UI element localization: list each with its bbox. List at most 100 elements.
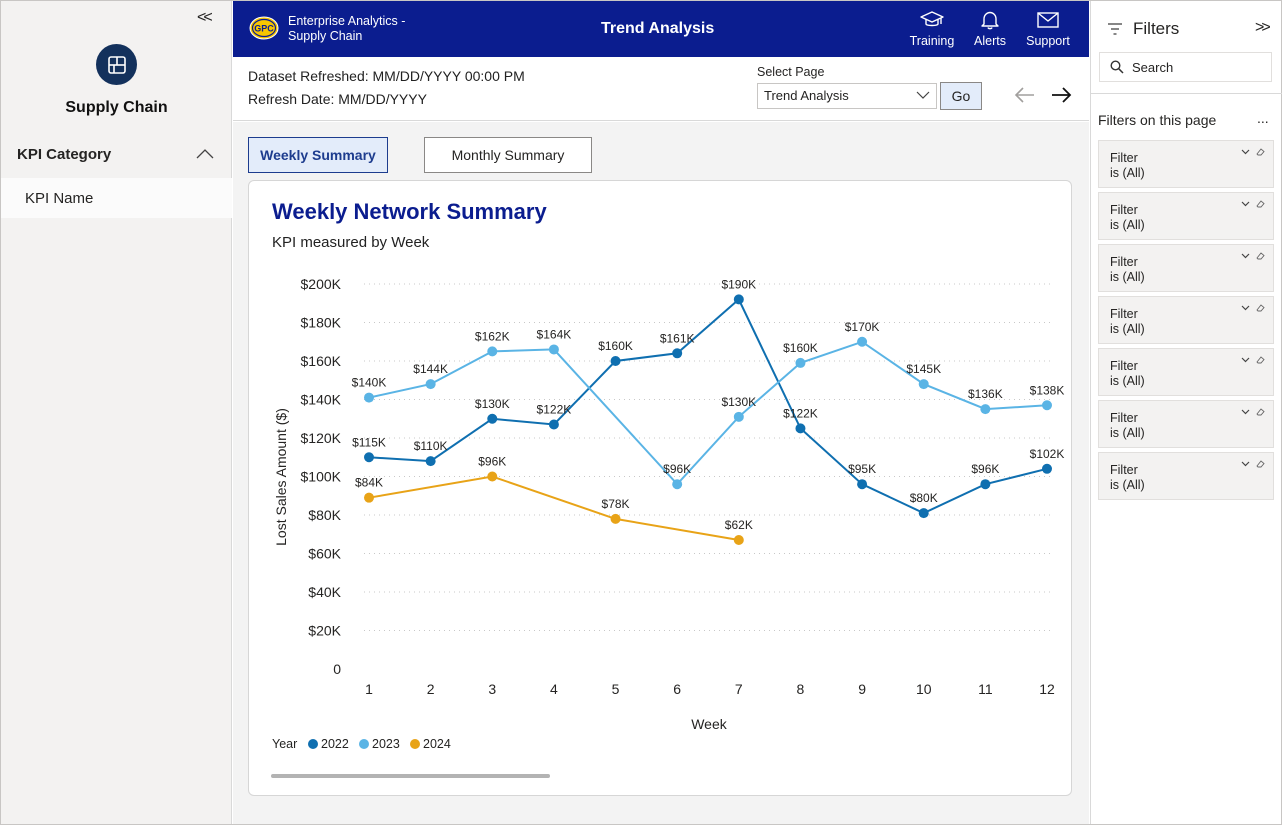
data-point-2022: [918, 508, 929, 519]
eraser-icon[interactable]: [1256, 147, 1265, 156]
y-tick-label: $100K: [301, 469, 342, 485]
filter-name: Filter: [1110, 411, 1138, 425]
more-options-button[interactable]: ...: [1257, 110, 1269, 126]
eraser-icon[interactable]: [1256, 355, 1265, 364]
filters-divider: [1091, 93, 1282, 94]
chevron-down-icon[interactable]: [1241, 355, 1250, 364]
select-page-label: Select Page: [757, 65, 825, 79]
support-label: Support: [1026, 34, 1070, 48]
legend-marker-2022: [308, 739, 318, 749]
training-button[interactable]: Training: [904, 10, 960, 48]
filter-name: Filter: [1110, 359, 1138, 373]
filters-title: Filters: [1133, 19, 1180, 38]
eraser-icon[interactable]: [1256, 303, 1265, 312]
filters-header: Filters: [1107, 19, 1179, 39]
data-label-2022: $95K: [848, 462, 876, 476]
back-arrow-icon[interactable]: [1013, 83, 1037, 107]
org-title-line2: Supply Chain: [288, 29, 363, 43]
chevron-down-icon[interactable]: [1241, 251, 1250, 260]
data-point-2023: [1042, 400, 1052, 411]
filter-card[interactable]: Filter is (All): [1098, 140, 1274, 188]
y-tick-label: $60K: [308, 546, 341, 562]
x-tick-label: 5: [612, 681, 620, 697]
line-chart: 0 $20K $40K $60K $80K $100K $120K $140K $160K $18…: [272, 276, 1064, 751]
filter-card[interactable]: Filter is (All): [1098, 452, 1274, 500]
kpi-category-label: KPI Category: [17, 145, 112, 163]
data-label-2023: $145K: [906, 362, 941, 376]
y-tick-label: $80K: [308, 507, 341, 523]
select-page-dropdown[interactable]: Trend Analysis: [757, 83, 937, 109]
tab-monthly-summary[interactable]: Monthly Summary: [424, 137, 592, 173]
x-tick-label: 2: [427, 681, 435, 697]
filter-name: Filter: [1110, 307, 1138, 321]
data-label-2023: $160K: [783, 341, 818, 355]
gpc-logo: GPC: [249, 16, 279, 40]
filter-value: is (All): [1110, 478, 1145, 492]
filter-value: is (All): [1110, 374, 1145, 388]
collapse-filters-button[interactable]: >>: [1255, 19, 1271, 36]
data-label-2023: $170K: [845, 320, 880, 334]
data-point-2022: [672, 348, 683, 359]
y-tick-label: $180K: [301, 315, 342, 331]
y-tick-label: $40K: [308, 584, 341, 600]
filter-name: Filter: [1110, 463, 1138, 477]
chevron-down-icon[interactable]: [1241, 459, 1250, 468]
forward-arrow-icon[interactable]: [1049, 83, 1073, 107]
collapse-left-nav-button[interactable]: <<: [197, 9, 213, 26]
chart-card: Weekly Network Summary KPI measured by W…: [248, 180, 1072, 796]
filter-card[interactable]: Filter is (All): [1098, 244, 1274, 292]
alerts-button[interactable]: Alerts: [962, 10, 1018, 48]
legend-label-2022: 2022: [321, 737, 349, 751]
eraser-icon[interactable]: [1256, 199, 1265, 208]
chart-title: Weekly Network Summary: [272, 199, 547, 224]
y-tick-label: 0: [333, 661, 341, 677]
data-label-2024: $62K: [725, 518, 753, 532]
x-tick-label: 3: [488, 681, 496, 697]
training-label: Training: [909, 34, 955, 48]
data-label-2024: $84K: [355, 476, 383, 490]
y-axis-title: Lost Sales Amount ($): [273, 408, 289, 546]
eraser-icon[interactable]: [1256, 251, 1265, 260]
filter-card[interactable]: Filter is (All): [1098, 192, 1274, 240]
kpi-name-item[interactable]: KPI Name: [1, 178, 232, 218]
go-button[interactable]: Go: [940, 82, 982, 110]
horizontal-scrollbar[interactable]: [271, 774, 550, 778]
kpi-category-toggle[interactable]: KPI Category: [1, 134, 232, 174]
data-label-2022: $130K: [475, 397, 510, 411]
y-tick-label: $120K: [301, 430, 342, 446]
org-title-line1: Enterprise Analytics -: [288, 14, 406, 28]
filter-value: is (All): [1110, 166, 1145, 180]
chevron-down-icon[interactable]: [1241, 199, 1250, 208]
chevron-down-icon[interactable]: [1241, 407, 1250, 416]
chevron-down-icon: [916, 91, 930, 99]
alerts-label: Alerts: [974, 34, 1006, 48]
data-point-2022: [425, 456, 436, 467]
x-axis-title: Week: [691, 716, 728, 732]
tab-weekly-summary[interactable]: Weekly Summary: [248, 137, 388, 173]
data-point-2022: [980, 479, 991, 490]
filter-card[interactable]: Filter is (All): [1098, 348, 1274, 396]
data-point-2023: [425, 379, 436, 390]
data-point-2022: [610, 356, 621, 366]
x-tick-label: 11: [978, 681, 993, 697]
series-line-2023: [368, 340, 1048, 486]
chevron-down-icon[interactable]: [1241, 303, 1250, 312]
x-tick-label: 10: [916, 681, 932, 697]
data-point-2023: [795, 357, 806, 368]
svg-text:GPC: GPC: [254, 24, 274, 34]
data-label-2023: $162K: [475, 329, 510, 343]
filter-search-input[interactable]: Search: [1099, 52, 1272, 82]
top-header: GPC Enterprise Analytics - Supply Chain …: [233, 1, 1089, 57]
filter-card[interactable]: Filter is (All): [1098, 296, 1274, 344]
eraser-icon[interactable]: [1256, 407, 1265, 416]
info-bar: Dataset Refreshed: MM/DD/YYYY 00:00 PM R…: [233, 57, 1089, 121]
filter-card[interactable]: Filter is (All): [1098, 400, 1274, 448]
x-tick-label: 12: [1039, 681, 1055, 697]
legend-label-2024: 2024: [423, 737, 451, 751]
select-page-value: Trend Analysis: [764, 88, 849, 103]
chevron-down-icon[interactable]: [1241, 147, 1250, 156]
eraser-icon[interactable]: [1256, 459, 1265, 468]
data-label-2022: $110K: [414, 439, 448, 453]
data-point-2024: [364, 492, 374, 503]
support-button[interactable]: Support: [1020, 10, 1076, 48]
